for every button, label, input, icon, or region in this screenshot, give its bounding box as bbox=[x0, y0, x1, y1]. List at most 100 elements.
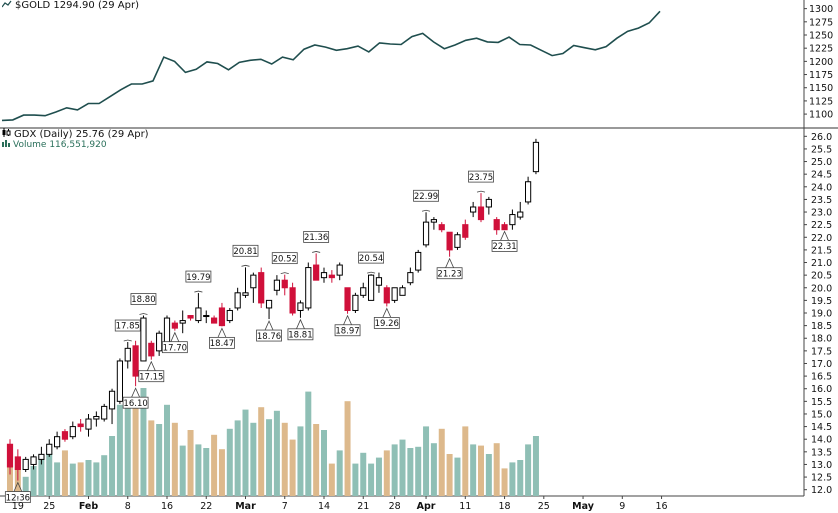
volume-bar bbox=[22, 476, 29, 496]
volume-bar bbox=[226, 428, 233, 496]
price-label-pointer bbox=[343, 314, 352, 325]
volume-bar bbox=[375, 457, 382, 496]
gdx-y-tick-label: 12.0 bbox=[811, 485, 832, 496]
volume-bar bbox=[360, 452, 367, 496]
price-label-pointer bbox=[476, 190, 486, 193]
candle-body bbox=[391, 287, 398, 301]
candle-body bbox=[250, 274, 257, 289]
candle-body bbox=[477, 206, 485, 221]
price-label-pointer bbox=[123, 339, 132, 342]
gdx-y-tick-label: 20.0 bbox=[811, 283, 832, 294]
volume-bar bbox=[485, 454, 492, 496]
volume-bar bbox=[352, 463, 359, 496]
price-label-box bbox=[161, 341, 188, 354]
candle-body bbox=[273, 279, 280, 291]
price-label-text: 21.23 bbox=[437, 269, 461, 279]
volume-bar bbox=[430, 443, 437, 496]
volume-bar bbox=[462, 426, 469, 496]
volume-bar bbox=[509, 462, 516, 496]
candle-body bbox=[234, 292, 241, 309]
volume-bar bbox=[156, 424, 163, 496]
volume-bar bbox=[478, 445, 484, 496]
gdx-y-tick-label: 18.5 bbox=[811, 321, 832, 332]
candle-body bbox=[517, 211, 524, 218]
volume-bar bbox=[218, 449, 225, 496]
candle-body bbox=[101, 405, 108, 420]
gdx-y-tick-label: 16.5 bbox=[811, 372, 832, 383]
candle-body bbox=[85, 418, 92, 430]
gold-y-tick-label: 1125 bbox=[809, 96, 833, 107]
candlestick-icon bbox=[2, 128, 11, 140]
price-label-text: 19.26 bbox=[375, 319, 399, 329]
candle-body bbox=[352, 294, 359, 311]
volume-bar bbox=[203, 448, 210, 496]
gdx-y-tick-label: 24.0 bbox=[811, 182, 832, 193]
price-label-text: 22.99 bbox=[414, 192, 438, 202]
price-label-box bbox=[334, 324, 361, 337]
price-label-text: 17.70 bbox=[163, 343, 187, 353]
x-tick-label: Mar bbox=[235, 501, 256, 512]
volume-bar bbox=[140, 388, 147, 496]
volume-bar bbox=[446, 454, 453, 496]
gdx-y-tick-label: 13.5 bbox=[811, 447, 832, 458]
volume-bar bbox=[46, 452, 53, 496]
candle-body bbox=[6, 443, 14, 468]
volume-bar bbox=[164, 404, 170, 496]
volume-bar bbox=[454, 457, 461, 496]
price-label-pointer bbox=[241, 264, 250, 267]
price-label-pointer bbox=[445, 257, 454, 268]
price-label-text: 18.81 bbox=[288, 330, 312, 340]
volume-bar bbox=[61, 450, 68, 496]
gdx-legend: GDX (Daily) 25.76 (29 Apr) bbox=[2, 128, 149, 140]
gdx-y-tick-label: 25.0 bbox=[811, 157, 832, 168]
candle-body bbox=[289, 287, 296, 314]
price-label-pointer bbox=[421, 209, 431, 212]
volume-bar bbox=[124, 402, 131, 496]
candle-body bbox=[281, 279, 288, 289]
price-label-pointer bbox=[13, 481, 23, 492]
candle-body bbox=[336, 264, 343, 276]
price-label-box bbox=[413, 189, 439, 202]
candle-body bbox=[30, 456, 37, 465]
volume-legend-text: Volume 116,551,920 bbox=[13, 140, 107, 150]
x-tick-label: 25 bbox=[43, 501, 55, 512]
volume-bar bbox=[7, 458, 13, 496]
candle-body bbox=[93, 415, 100, 420]
x-tick-label: 22 bbox=[200, 501, 212, 512]
price-label-text: 23.75 bbox=[469, 173, 493, 183]
volume-bar bbox=[328, 463, 335, 496]
price-label-text: 21.36 bbox=[304, 233, 328, 243]
candle-body bbox=[313, 264, 320, 281]
gdx-y-tick-label: 23.0 bbox=[811, 208, 832, 219]
x-tick-label: Feb bbox=[79, 501, 99, 512]
gdx-y-tick-label: 14.0 bbox=[811, 435, 832, 446]
price-label-box bbox=[209, 336, 235, 349]
price-label-box bbox=[358, 251, 385, 264]
volume-bar bbox=[313, 424, 320, 496]
x-tick-label: 14 bbox=[318, 501, 330, 512]
volume-bar bbox=[415, 446, 422, 496]
gold-y-tick-label: 1100 bbox=[809, 110, 833, 121]
candle-body bbox=[171, 322, 178, 329]
price-label-box bbox=[122, 396, 149, 409]
volume-bar bbox=[30, 466, 37, 496]
candle-body bbox=[470, 206, 477, 213]
gdx-y-tick-label: 18.0 bbox=[811, 334, 832, 345]
x-tick-label: 19 bbox=[12, 501, 24, 512]
x-tick-label: 16 bbox=[656, 501, 668, 512]
volume-bar bbox=[297, 426, 304, 496]
gdx-y-tick-label: 22.0 bbox=[811, 233, 832, 244]
volume-bar bbox=[101, 455, 108, 496]
price-label-pointer bbox=[146, 360, 156, 371]
price-label-pointer bbox=[131, 387, 140, 398]
candle-body bbox=[46, 443, 53, 455]
price-label-box bbox=[130, 293, 157, 305]
x-tick-label: 21 bbox=[357, 501, 369, 512]
volume-bar bbox=[273, 410, 280, 496]
volume-bar bbox=[38, 455, 45, 496]
x-tick-label: 9 bbox=[619, 501, 625, 512]
volume-bar bbox=[266, 419, 273, 496]
candle-body bbox=[360, 287, 367, 296]
volume-bar bbox=[187, 430, 194, 496]
